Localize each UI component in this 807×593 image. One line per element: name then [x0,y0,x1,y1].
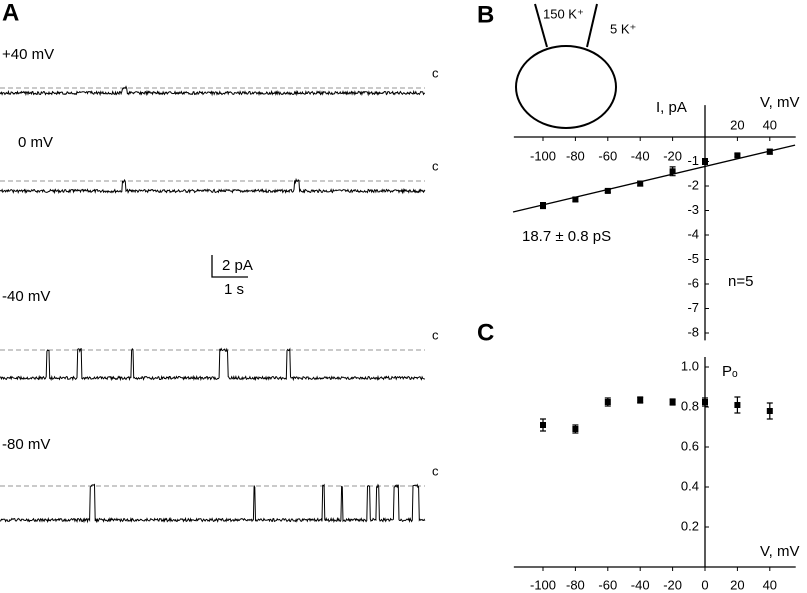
data-point [604,399,611,405]
y-tick-label: 0.8 [681,398,699,413]
y-tick-label: -5 [687,251,699,266]
x-tick-label: -40 [631,577,650,592]
current-trace [0,347,425,382]
y-tick-label: 0.4 [681,478,699,493]
x-tick-label: -20 [663,577,682,592]
y-tick-label: -8 [687,324,699,339]
y-tick-label: -3 [687,202,699,217]
y-tick-label: 1.0 [681,358,699,373]
scale-bar [211,255,248,278]
y-tick-label: -2 [687,177,699,192]
data-point [702,158,708,165]
x-tick-label: 40 [763,117,777,132]
annotation: n=5 [728,273,753,290]
closed-label: c [432,327,439,342]
x-tick-label: -20 [663,148,682,163]
closed-label: c [432,463,439,478]
data-point [766,408,773,414]
x-tick-label: 20 [730,577,744,592]
y-axis-label: I, pA [656,99,687,116]
data-point [669,168,676,175]
data-point [572,196,579,203]
fit-line [512,144,796,213]
data-point [669,399,676,405]
data-point [540,422,546,428]
scale-bar-x-label: 1 s [224,281,244,298]
y-tick-label: -1 [687,153,699,168]
inset-label: 150 K⁺ [543,6,584,21]
data-point [766,148,773,155]
y-tick-label: -4 [687,226,699,241]
x-axis-label: V, mV [760,94,799,111]
y-tick-label: -7 [687,300,699,315]
data-point [572,426,579,432]
annotation: 18.7 ± 0.8 pS [522,228,611,245]
inset-label: 5 K⁺ [610,21,636,36]
trace-label: +40 mV [2,46,54,63]
data-point [637,180,644,187]
data-point [702,399,708,405]
x-tick-label: 40 [763,577,777,592]
x-tick-label: -60 [598,148,617,163]
y-tick-label: 0.6 [681,438,699,453]
data-point [604,187,611,194]
x-tick-label: -80 [566,148,585,163]
x-tick-label: -100 [530,148,556,163]
x-tick-label: 20 [730,117,744,132]
y-tick-label: 0.2 [681,518,699,533]
x-tick-label: -80 [566,577,585,592]
trace-label: -80 mV [2,436,50,453]
trace-label: 0 mV [18,134,53,151]
closed-label: c [432,158,439,173]
scale-bar-y-label: 2 pA [222,257,253,274]
current-trace [0,483,426,524]
x-tick-label: -60 [598,577,617,592]
data-point [734,402,741,408]
x-tick-label: -100 [530,577,556,592]
x-tick-label: 0 [701,577,708,592]
panel-label: C [477,319,494,346]
y-tick-label: -6 [687,275,699,290]
data-point [637,397,644,403]
x-tick-label: -40 [631,148,650,163]
closed-label: c [432,65,439,80]
panel-label: A [2,0,19,26]
panel-label: B [477,1,494,28]
trace-label: -40 mV [2,288,50,305]
y-axis-label: Pₒ [722,363,738,380]
current-trace [0,85,426,97]
data-point [540,202,546,209]
data-point [734,152,741,159]
x-axis-label: V, mV [760,543,799,560]
current-trace [0,177,426,195]
cell-diagram [515,3,617,129]
